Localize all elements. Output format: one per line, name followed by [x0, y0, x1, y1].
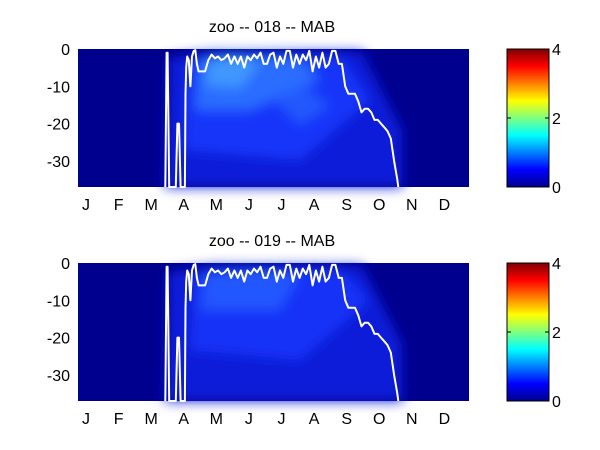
- colorbar-tick-label: 2: [552, 325, 561, 342]
- colorbar-ticks: 0 2 4: [507, 42, 561, 197]
- y-tick-label: -10: [47, 293, 70, 310]
- month-label: N: [406, 197, 418, 214]
- colorbar-tick-label: 0: [552, 394, 561, 411]
- month-label: J: [245, 197, 253, 214]
- month-label: A: [309, 411, 320, 428]
- y-axis-2: 0 -10 -20 -30: [47, 256, 70, 385]
- month-label: S: [341, 197, 352, 214]
- chart-panel-2: zoo -- 019 -- MAB 0 -10 -20 -30 J F M A M J J A S O N…: [47, 233, 561, 428]
- heatmap-region-patch: [270, 85, 330, 125]
- heatmap-plot: [78, 263, 469, 402]
- colorbar-scale: [506, 262, 550, 402]
- chart-title: zoo -- 018 -- MAB: [209, 19, 335, 36]
- month-label: M: [210, 197, 223, 214]
- month-label: A: [178, 411, 189, 428]
- month-label: J: [82, 411, 90, 428]
- month-label: A: [178, 197, 189, 214]
- colorbar-tick-label: 0: [552, 180, 561, 197]
- month-label: S: [341, 411, 352, 428]
- month-label: M: [145, 411, 158, 428]
- month-label: D: [439, 411, 451, 428]
- heatmap-field: [165, 266, 402, 401]
- y-tick-label: 0: [61, 42, 70, 59]
- month-label: J: [82, 197, 90, 214]
- month-label: M: [210, 411, 223, 428]
- depth-line: [164, 49, 400, 188]
- chart-title: zoo -- 019 -- MAB: [209, 233, 335, 250]
- y-tick-label: -20: [47, 331, 70, 348]
- month-label: O: [373, 197, 385, 214]
- y-tick-label: -20: [47, 117, 70, 134]
- month-label: J: [278, 197, 286, 214]
- colorbar-ticks: 0 2 4: [507, 256, 561, 411]
- depth-line: [164, 263, 400, 402]
- chart-panel-1: zoo -- 018 -- MAB 0 -10 -20 -30 J F M A M J J A S O N…: [47, 19, 561, 214]
- colorbar-tick-label: 4: [552, 256, 561, 273]
- month-label: F: [114, 197, 124, 214]
- heatmap-region-high: [200, 268, 300, 310]
- colorbar-2: 0 2 4: [506, 256, 561, 411]
- month-label: N: [406, 411, 418, 428]
- y-tick-label: -30: [47, 154, 70, 171]
- month-label: A: [309, 197, 320, 214]
- heatmap-field: [165, 52, 402, 187]
- colorbar-tick-label: 4: [552, 42, 561, 59]
- y-tick-label: -10: [47, 79, 70, 96]
- heatmap-plot: [78, 49, 469, 188]
- month-label: D: [439, 197, 451, 214]
- colorbar-tick-label: 2: [552, 111, 561, 128]
- month-label: J: [278, 411, 286, 428]
- month-label: J: [245, 411, 253, 428]
- y-axis-1: 0 -10 -20 -30: [47, 42, 70, 171]
- colorbar-1: 0 2 4: [506, 42, 561, 197]
- colorbar-scale: [506, 48, 550, 188]
- month-label: M: [145, 197, 158, 214]
- month-label: F: [114, 411, 124, 428]
- y-tick-label: 0: [61, 256, 70, 273]
- month-label: O: [373, 411, 385, 428]
- y-tick-label: -30: [47, 368, 70, 385]
